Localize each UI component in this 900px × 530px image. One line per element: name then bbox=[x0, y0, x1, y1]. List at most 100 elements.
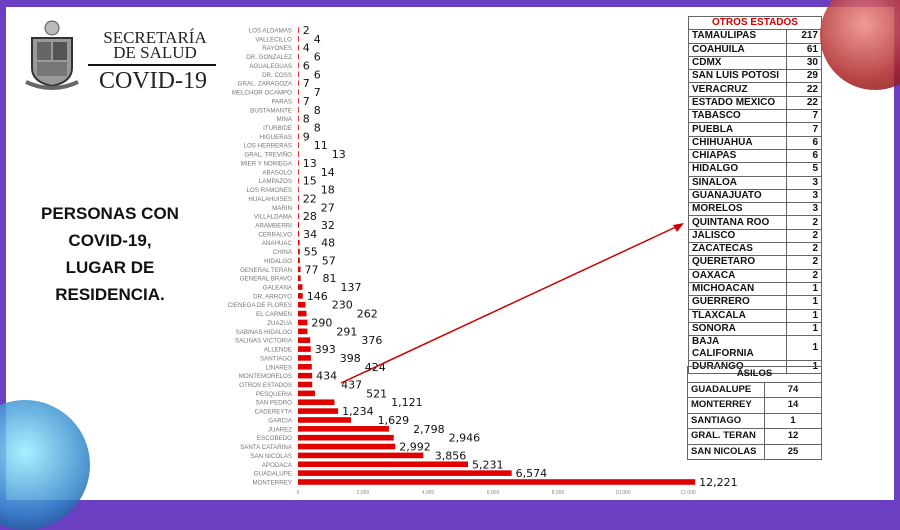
headline-line: LUGAR DE bbox=[65, 258, 155, 277]
table-title: ASILOS bbox=[687, 366, 822, 383]
bar bbox=[298, 195, 299, 202]
state-row: SAN LUIS POTOSI 29 bbox=[688, 69, 822, 84]
category-label: PARAS bbox=[271, 98, 292, 105]
value-label: 146 bbox=[307, 290, 328, 303]
state-row: OAXACA 2 bbox=[688, 268, 822, 283]
x-tick-label: 4,000 bbox=[422, 490, 435, 496]
bar bbox=[298, 434, 394, 441]
name-cell: GRAL. TERAN bbox=[687, 428, 765, 445]
category-label: MONTEMORELOS bbox=[239, 373, 292, 380]
asilos-table: ASILOS GUADALUPE 74 MONTERREY 14 SANTIAGO 1 GRA… bbox=[687, 366, 822, 460]
program-title: COVID-19 bbox=[99, 68, 207, 94]
name-cell: MONTERREY bbox=[687, 397, 765, 414]
category-label: VALLECILLO bbox=[255, 36, 292, 43]
count-cell: 6 bbox=[786, 148, 822, 164]
value-label: 4 bbox=[303, 42, 310, 55]
state-row: GUERRERO 1 bbox=[688, 295, 822, 310]
value-label: 1,234 bbox=[342, 405, 374, 418]
category-label: DR. ARROYO bbox=[253, 293, 292, 300]
bar bbox=[298, 239, 300, 246]
count-cell: 61 bbox=[786, 42, 822, 57]
name-cell: QUINTANA ROO bbox=[688, 215, 787, 230]
value-label: 2,992 bbox=[399, 441, 431, 454]
headline-line: RESIDENCIA. bbox=[55, 285, 165, 304]
state-row: MICHOACAN 1 bbox=[688, 281, 822, 297]
state-row: MORELOS 3 bbox=[688, 202, 822, 217]
count-cell: 1 bbox=[764, 412, 822, 429]
bar bbox=[298, 160, 299, 166]
name-cell: MICHOACAN bbox=[688, 281, 787, 297]
bar bbox=[298, 363, 312, 370]
category-label: HUALAHUISES bbox=[248, 196, 292, 203]
category-label: GENERAL BRAVO bbox=[240, 276, 292, 283]
bar bbox=[298, 284, 303, 290]
value-label: 55 bbox=[304, 246, 318, 259]
value-label: 2,946 bbox=[449, 432, 481, 445]
bar bbox=[298, 346, 311, 352]
state-row: TLAXCALA 1 bbox=[688, 308, 822, 323]
value-label: 6 bbox=[314, 51, 321, 64]
value-label: 376 bbox=[361, 334, 382, 347]
state-row: ESTADO MEXICO 22 bbox=[688, 95, 822, 111]
bar bbox=[298, 98, 299, 104]
state-row: CDMX 30 bbox=[688, 55, 822, 71]
value-label: 13 bbox=[303, 157, 317, 170]
count-cell: 7 bbox=[786, 122, 822, 137]
count-cell: 2 bbox=[786, 228, 822, 244]
slide-headline: PERSONAS CON COVID-19, LUGAR DE RESIDENC… bbox=[20, 200, 200, 308]
name-cell: SAN LUIS POTOSI bbox=[688, 69, 787, 84]
x-tick-label: 12,000 bbox=[680, 490, 696, 496]
value-label: 34 bbox=[303, 228, 317, 241]
headline-line: COVID-19, bbox=[68, 231, 152, 250]
name-cell: OAXACA bbox=[688, 268, 787, 283]
name-cell: HIDALGO bbox=[688, 162, 787, 177]
state-row: TAMAULIPAS 217 bbox=[688, 29, 822, 44]
count-cell: 1 bbox=[786, 335, 822, 362]
state-row: QUINTANA ROO 2 bbox=[688, 215, 822, 230]
state-row: JALISCO 2 bbox=[688, 228, 822, 244]
asilo-row: SAN NICOLAS 25 bbox=[687, 443, 822, 460]
bar bbox=[298, 328, 308, 335]
count-cell: 74 bbox=[764, 381, 822, 398]
value-label: 521 bbox=[366, 387, 387, 400]
bar bbox=[298, 372, 313, 379]
category-label: SANTA CATARINA bbox=[240, 444, 293, 451]
value-label: 14 bbox=[321, 166, 335, 179]
bar bbox=[298, 115, 299, 122]
category-label: ZUAZUA bbox=[267, 320, 293, 327]
value-label: 437 bbox=[341, 379, 362, 392]
name-cell: SINALOA bbox=[688, 175, 787, 190]
category-label: MINA bbox=[277, 116, 293, 123]
org-line-1: SECRETARÍA bbox=[103, 28, 207, 47]
bar bbox=[298, 53, 299, 60]
state-row: BAJA CALIFORNIA 1 bbox=[688, 335, 822, 362]
value-label: 262 bbox=[357, 308, 378, 321]
category-label: CHINA bbox=[273, 249, 293, 256]
bar bbox=[298, 71, 299, 78]
name-cell: GUERRERO bbox=[688, 295, 787, 310]
value-label: 137 bbox=[341, 281, 362, 294]
value-label: 5,231 bbox=[472, 458, 504, 471]
bar bbox=[298, 27, 299, 33]
bar bbox=[298, 461, 469, 468]
category-label: GRAL. ZARAGOZA bbox=[238, 81, 293, 88]
bar bbox=[298, 355, 311, 361]
name-cell: SONORA bbox=[688, 321, 787, 337]
value-label: 434 bbox=[316, 370, 337, 383]
bar bbox=[298, 204, 299, 211]
bar bbox=[298, 89, 299, 95]
state-row: VERACRUZ 22 bbox=[688, 82, 822, 97]
name-cell: BAJA CALIFORNIA bbox=[688, 335, 787, 362]
state-row: QUERETARO 2 bbox=[688, 255, 822, 270]
name-cell: TAMAULIPAS bbox=[688, 29, 787, 44]
bar bbox=[298, 257, 300, 264]
name-cell: PUEBLA bbox=[688, 122, 787, 137]
count-cell: 5 bbox=[786, 162, 822, 177]
name-cell: SANTIAGO bbox=[687, 412, 765, 429]
count-cell: 29 bbox=[786, 69, 822, 84]
count-cell: 1 bbox=[786, 295, 822, 310]
state-row: CHIAPAS 6 bbox=[688, 148, 822, 164]
bar bbox=[298, 222, 300, 228]
state-row: PUEBLA 7 bbox=[688, 122, 822, 137]
value-label: 393 bbox=[315, 343, 336, 356]
